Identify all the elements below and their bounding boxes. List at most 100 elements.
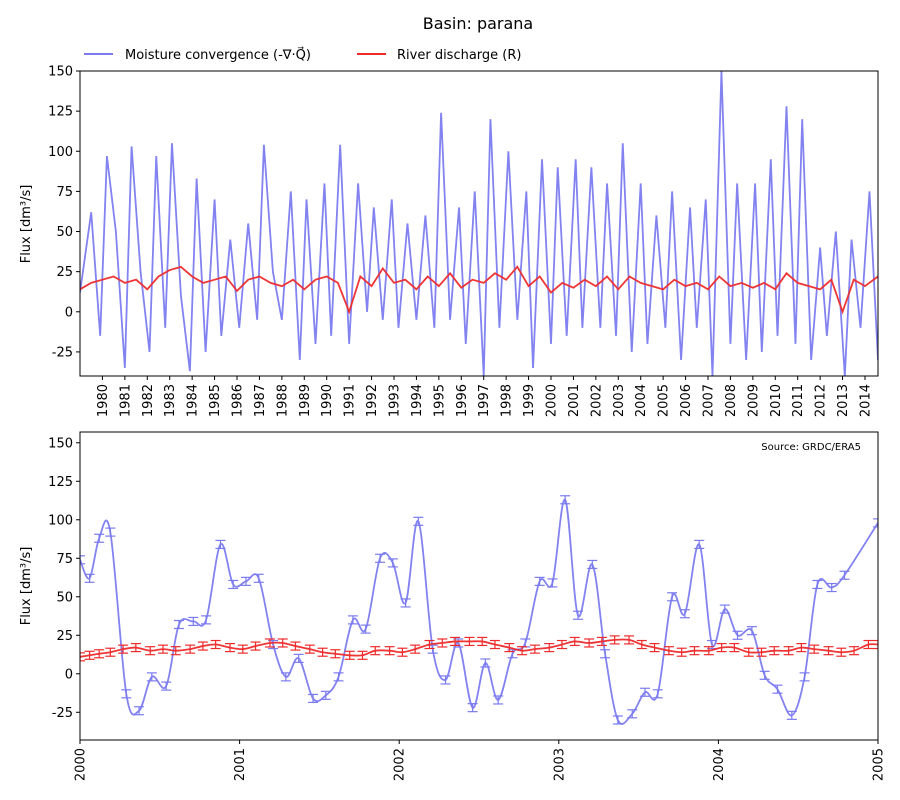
discharge-error-bar — [703, 646, 714, 656]
moisture-error-bar — [639, 687, 650, 697]
x-tick-label: 2012 — [814, 384, 829, 417]
moisture-error-bar — [94, 533, 105, 543]
discharge-error-bar — [477, 636, 488, 647]
y-tick-label: 100 — [48, 513, 73, 528]
moisture-error-bar — [134, 706, 145, 716]
discharge-error-bar — [649, 642, 660, 653]
x-tick-label: 2008 — [724, 384, 739, 417]
moisture-error-bar — [667, 592, 678, 602]
y-tick-label: 0 — [65, 667, 73, 682]
moisture-error-bar — [84, 573, 95, 583]
x-tick-label: 2000 — [74, 748, 89, 781]
moisture-error-bar — [105, 527, 116, 537]
discharge-error-bar — [237, 644, 248, 654]
discharge-error-bar — [873, 639, 878, 650]
x-tick-label: 1988 — [275, 384, 290, 417]
discharge-error-bar — [676, 647, 687, 657]
x-tick-label: 2005 — [657, 384, 672, 417]
discharge-error-bar — [809, 644, 820, 654]
x-tick-label: 1983 — [163, 384, 178, 417]
x-tick-label: 1992 — [365, 384, 380, 417]
moisture-error-bar — [215, 539, 226, 550]
legend-moisture-label: Moisture convergence (-∇·Q⃗) — [125, 47, 311, 63]
moisture-error-bar — [333, 672, 344, 682]
moisture-error-bar — [467, 703, 478, 713]
moisture-error-bar — [812, 579, 823, 590]
discharge-error-bar — [424, 639, 435, 650]
x-tick-label: 2004 — [634, 384, 649, 417]
moisture-error-bar — [799, 672, 810, 682]
moisture-error-bar — [253, 573, 264, 583]
discharge-error-bar — [796, 642, 807, 653]
x-tick-label: 1981 — [118, 384, 133, 417]
x-tick-label: 1990 — [320, 384, 335, 417]
moisture-error-bar — [873, 518, 878, 528]
moisture-error-bar — [547, 578, 558, 588]
discharge-error-bar — [185, 644, 196, 654]
y-tick-label: 125 — [48, 475, 73, 490]
discharge-error-bar — [84, 650, 95, 660]
y-tick-label: -25 — [52, 345, 73, 360]
moisture-error-bar — [228, 579, 239, 590]
discharge-error-bar — [370, 646, 381, 656]
x-tick-label: 2001 — [567, 384, 582, 417]
moisture-error-bar — [161, 681, 172, 691]
y-tick-label: 50 — [56, 590, 73, 605]
discharge-error-bar — [783, 646, 794, 656]
moisture-series-line — [80, 71, 878, 376]
y-tick-label: 125 — [48, 105, 73, 120]
moisture-error-bar — [387, 558, 398, 568]
discharge-error-bar — [197, 641, 208, 651]
y-tick-label: 75 — [56, 552, 73, 567]
x-tick-label: 1982 — [141, 384, 156, 417]
y-tick-label: 25 — [56, 265, 73, 280]
moisture-error-bar — [572, 610, 583, 620]
x-tick-label: 1996 — [455, 384, 470, 417]
discharge-error-bar — [210, 639, 221, 650]
discharge-series-line — [80, 265, 878, 315]
moisture-error-bar — [679, 609, 690, 619]
y-tick-label: 75 — [56, 185, 73, 200]
x-tick-label: 2003 — [552, 748, 567, 781]
moisture-error-bar — [719, 604, 730, 614]
moisture-series-line — [80, 498, 878, 725]
x-tick-label: 2010 — [769, 384, 784, 417]
top-y-axis: -25 0 25 50 75 100 125 150 — [48, 65, 80, 360]
moisture-error-bar — [746, 626, 757, 636]
discharge-error-bar — [277, 638, 288, 648]
y-tick-label: 0 — [65, 305, 73, 320]
x-tick-label: 1980 — [96, 384, 111, 417]
discharge-error-bar — [344, 650, 355, 660]
discharge-error-bar — [157, 644, 168, 654]
x-tick-label: 1991 — [343, 384, 358, 417]
x-tick-label: 1997 — [477, 384, 492, 417]
legend-discharge-label: River discharge (R) — [397, 48, 521, 63]
discharge-error-bar — [849, 646, 860, 656]
discharge-error-bar — [437, 638, 448, 648]
discharge-error-bar — [716, 642, 727, 653]
discharge-error-bar — [569, 636, 580, 647]
y-tick-label: 150 — [48, 65, 73, 80]
x-tick-label: 1994 — [410, 384, 425, 417]
top-y-axis-label: Flux [dm³/s] — [19, 185, 34, 264]
x-tick-label: 2002 — [589, 384, 604, 417]
top-plot-frame — [79, 70, 879, 377]
discharge-error-bar — [145, 646, 156, 656]
discharge-error-bar — [130, 642, 141, 653]
x-tick-label: 1998 — [500, 384, 515, 417]
y-tick-label: 100 — [48, 145, 73, 160]
discharge-error-bar — [317, 647, 328, 657]
discharge-series-line — [80, 638, 878, 658]
x-tick-label: 1985 — [208, 384, 223, 417]
moisture-error-bar — [320, 690, 331, 700]
moisture-error-bar — [347, 615, 358, 625]
y-tick-label: -25 — [52, 706, 73, 721]
moisture-error-bar — [440, 675, 451, 685]
moisture-error-bar — [188, 616, 199, 627]
moisture-error-bar — [627, 709, 638, 719]
discharge-error-bar — [544, 642, 555, 653]
x-tick-label: 1987 — [253, 384, 268, 417]
moisture-error-bar — [772, 684, 783, 694]
discharge-error-bar — [397, 647, 408, 657]
